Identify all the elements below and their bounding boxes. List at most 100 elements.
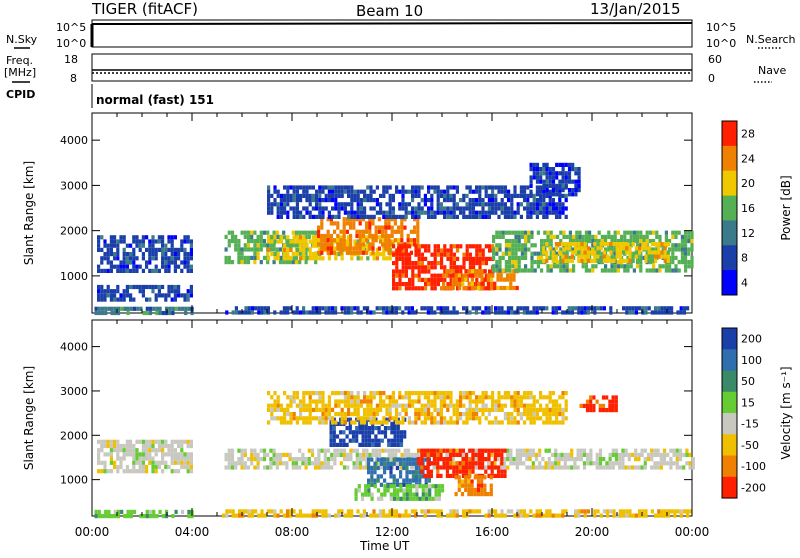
data-cell [361,233,365,239]
data-cell [132,306,137,311]
data-cell [339,246,343,251]
data-cell [508,264,512,269]
data-cell [538,306,542,311]
data-cell [401,198,405,203]
data-cell [478,261,482,266]
data-cell [103,464,107,470]
data-cell [555,210,559,215]
data-cell [189,264,193,269]
data-cell [304,457,308,462]
data-cell [240,452,244,457]
data-cell [392,269,396,274]
data-cell [561,167,565,172]
data-cell [481,452,485,457]
data-cell [542,210,546,215]
data-cell [334,403,338,408]
data-cell [449,214,453,219]
data-cell [586,306,590,311]
data-cell [454,475,458,480]
data-cell [349,457,353,462]
data-cell [459,244,463,249]
data-cell [474,448,478,453]
data-cell [452,256,456,261]
data-cell [405,470,409,475]
data-cell [171,306,175,311]
data-cell [256,247,260,252]
data-band [97,235,193,273]
data-cell [644,246,648,251]
data-cell [625,306,629,311]
data-cell [663,513,667,518]
data-cell [145,464,149,470]
data-cell [161,293,165,298]
data-cell [377,229,381,234]
data-cell [358,457,363,462]
data-cell [361,434,365,439]
data-cell [461,469,465,474]
data-cell [657,310,661,315]
data-cell [151,268,155,273]
data-cell [567,310,571,315]
data-cell [350,214,354,219]
data-cell [443,198,447,203]
data-cell [465,461,469,466]
data-cell [395,465,399,471]
data-cell [636,230,640,235]
data-cell [286,310,290,315]
data-cell [161,247,165,252]
data-cell [417,399,421,404]
data-cell [470,281,474,286]
data-cell [320,225,324,230]
data-cell [475,185,479,190]
data-cell [423,465,427,470]
data-cell [385,420,389,425]
data-cell [161,469,165,474]
data-cell [598,452,603,457]
data-cell [326,250,330,255]
data-cell [369,252,373,257]
data-cell [406,452,411,457]
data-cell [484,469,488,474]
data-cell [532,399,536,404]
data-cell [517,268,521,273]
data-cell [170,243,174,248]
data-cell [452,261,456,266]
data-cell [161,243,165,248]
data-cell [460,483,465,488]
data-cell [455,407,459,412]
data-cell [339,442,343,447]
data-cell [558,183,562,188]
data-cell [355,457,359,462]
data-cell [483,492,487,497]
data-cell [443,210,447,215]
data-cell [132,448,136,453]
data-cell [457,487,461,492]
data-cell [359,403,363,408]
data-cell [247,509,251,514]
data-cell [321,185,325,190]
data-cell [304,247,308,252]
data-cell [138,439,142,444]
data-cell [478,509,482,514]
data-cell [356,407,360,412]
data-cell [448,269,452,274]
data-cell [336,221,340,226]
data-cell [151,443,155,449]
data-cell [383,461,387,466]
data-cell [161,460,165,465]
data-cell [688,461,692,466]
data-cell [427,206,431,211]
data-cell [449,261,453,266]
data-cell [545,214,549,219]
data-cell [408,470,412,475]
data-cell [295,306,299,311]
data-cell [285,465,289,470]
data-cell [535,306,539,311]
data-cell [186,293,190,298]
data-cell [548,175,552,180]
data-cell [276,202,280,207]
data-cell [449,416,453,421]
data-cell [113,252,117,257]
data-cell [375,185,379,190]
data-cell [382,193,386,198]
